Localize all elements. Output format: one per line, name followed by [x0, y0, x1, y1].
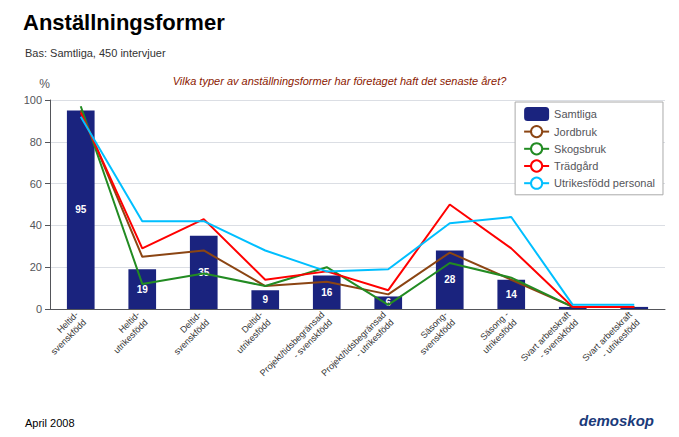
svg-text:Anställningsformer: Anställningsformer: [23, 10, 225, 35]
svg-text:Skogsbruk: Skogsbruk: [554, 143, 606, 155]
svg-text:utrikesfödd: utrikesfödd: [112, 317, 150, 355]
svg-text:20: 20: [30, 261, 42, 273]
svg-text:14: 14: [506, 289, 518, 300]
svg-text:Trädgård: Trädgård: [554, 160, 598, 172]
svg-text:svenskfödd: svenskfödd: [172, 317, 211, 356]
svg-text:svenskfödd: svenskfödd: [49, 317, 88, 356]
svg-text:Svart arbetskraft: Svart arbetskraft: [580, 309, 634, 364]
svg-text:- svenskfödd: - svenskfödd: [291, 317, 334, 360]
svg-text:svenskfödd: svenskfödd: [418, 317, 457, 356]
svg-text:Heltid-: Heltid-: [116, 309, 142, 335]
svg-text:28: 28: [444, 274, 456, 285]
svg-text:Samtliga: Samtliga: [554, 108, 598, 120]
svg-text:Jordbruk: Jordbruk: [554, 126, 597, 138]
svg-text:80: 80: [30, 136, 42, 148]
svg-text:Säsong-: Säsong-: [418, 309, 450, 341]
svg-text:Vilka typer av anställningsfor: Vilka typer av anställningsformer har fö…: [173, 75, 508, 87]
svg-text:Projekt/tidsbegränsad: Projekt/tidsbegränsad: [319, 310, 388, 379]
svg-text:40: 40: [30, 219, 42, 231]
svg-text:%: %: [39, 77, 50, 91]
svg-text:0: 0: [36, 303, 42, 315]
svg-text:16: 16: [321, 287, 333, 298]
svg-text:9: 9: [262, 294, 268, 305]
svg-text:Säsong -: Säsong -: [478, 309, 511, 343]
svg-text:utrikesfödd: utrikesfödd: [235, 317, 273, 355]
svg-text:Projekt/tidsbegränsad: Projekt/tidsbegränsad: [258, 310, 327, 379]
svg-text:19: 19: [137, 284, 149, 295]
svg-text:- utrikesfödd: - utrikesfödd: [354, 317, 396, 359]
svg-text:- utrikesfödd: - utrikesfödd: [600, 317, 642, 359]
svg-text:Deltid-: Deltid-: [239, 309, 265, 335]
svg-text:Heltid-: Heltid-: [55, 309, 81, 335]
svg-text:35: 35: [198, 267, 210, 278]
svg-text:Deltid-: Deltid-: [178, 309, 204, 335]
svg-text:60: 60: [30, 178, 42, 190]
svg-text:6: 6: [385, 297, 391, 309]
svg-text:demoskop: demoskop: [579, 412, 654, 429]
svg-text:100: 100: [24, 94, 42, 106]
svg-text:Svart arbetskraft: Svart arbetskraft: [518, 309, 573, 364]
svg-text:- svenskfödd: - svenskfödd: [537, 317, 580, 360]
svg-text:95: 95: [75, 204, 87, 215]
svg-text:Bas: Samtliga, 450 intervjuer: Bas: Samtliga, 450 intervjuer: [25, 47, 166, 59]
svg-text:Utrikesfödd personal: Utrikesfödd personal: [554, 177, 655, 189]
svg-text:utrikesfödd: utrikesfödd: [481, 317, 519, 355]
svg-text:April 2008: April 2008: [25, 417, 75, 429]
